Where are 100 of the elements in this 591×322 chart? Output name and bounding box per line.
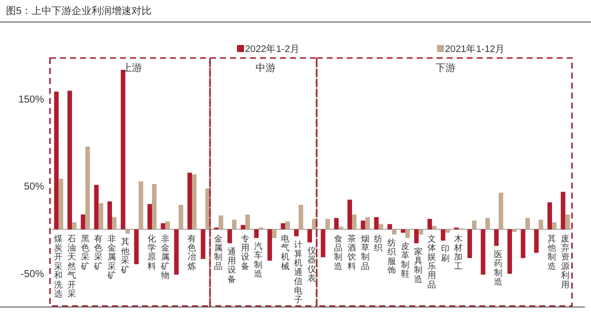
bar <box>94 184 99 230</box>
bar <box>245 214 250 230</box>
bar <box>472 220 477 230</box>
x-tick-label: 印刷 <box>440 244 450 263</box>
bar <box>58 178 64 230</box>
bar <box>294 229 299 236</box>
bar <box>365 217 370 230</box>
annotation: 上游 <box>122 62 142 74</box>
y-tick-label: -50% <box>20 268 44 280</box>
bar <box>160 223 166 230</box>
bar <box>400 229 406 233</box>
x-tick-label: 电气机械 <box>280 233 290 271</box>
bar <box>272 229 277 238</box>
bar <box>392 229 397 235</box>
x-tick-label: 茶酒饮料 <box>346 233 356 271</box>
bar <box>547 202 552 230</box>
x-tick-label: 木材加工 <box>453 233 464 271</box>
bar <box>178 204 184 230</box>
bar <box>227 229 232 244</box>
x-tick-label: 金属制品 <box>214 233 224 271</box>
x-tick-label: 其他采矿 <box>120 236 130 274</box>
bar <box>67 90 72 230</box>
bar <box>560 192 566 230</box>
bar <box>325 218 330 230</box>
x-tick-label: 有色冶炼 <box>188 233 196 271</box>
x-tick-label: 食品制造 <box>334 233 344 271</box>
bar <box>414 229 419 244</box>
x-tick-label: 专用设备 <box>240 233 250 271</box>
bar <box>520 229 526 258</box>
bar <box>187 172 192 230</box>
bar <box>480 229 486 275</box>
bar <box>80 214 86 230</box>
bar <box>320 229 326 258</box>
bar <box>285 221 290 230</box>
x-tick-label: 纺织 <box>374 233 384 253</box>
bar <box>494 229 499 246</box>
bar <box>138 181 144 230</box>
x-tick-label: 计算机通信电子 <box>294 239 304 304</box>
bar <box>85 146 90 230</box>
x-tick-label: 黑色采矿 <box>80 233 90 271</box>
bar <box>120 70 126 230</box>
y-tick-label: 50% <box>24 182 44 193</box>
bar <box>218 215 224 230</box>
x-tick-label: 其他制造 <box>548 233 556 271</box>
bar <box>254 229 259 238</box>
bar <box>174 229 179 275</box>
bar <box>507 229 512 274</box>
bar <box>440 229 446 241</box>
bar <box>125 229 130 234</box>
x-tick-label: 有色采矿 <box>93 233 104 271</box>
x-tick-label: 汽车制造 <box>254 241 264 279</box>
x-tick-label: 非金属采矿 <box>106 233 116 280</box>
bar <box>360 220 366 230</box>
bar <box>200 229 206 259</box>
bar <box>405 229 410 238</box>
y-tick-label: 150% <box>18 94 44 106</box>
bar <box>347 200 352 230</box>
x-tick-label: 废弃资源利用 <box>560 233 570 290</box>
bar <box>307 229 312 242</box>
bar <box>387 224 392 230</box>
bar <box>538 220 544 230</box>
bar <box>467 229 472 258</box>
bar <box>134 229 139 264</box>
x-tick-label: 纺织服饰 <box>386 238 396 276</box>
x-tick-label: 仪器仪表 <box>308 245 316 283</box>
x-tick-label: 家具制造 <box>414 246 424 284</box>
bar <box>280 223 286 230</box>
bar <box>552 222 557 230</box>
annotation: 中游 <box>255 62 276 74</box>
bar <box>445 229 450 233</box>
x-tick-label: 通用设备 <box>228 246 236 284</box>
bar <box>525 218 530 230</box>
bar <box>147 204 152 230</box>
bar <box>534 229 539 253</box>
bar <box>512 229 517 232</box>
bar <box>338 226 344 230</box>
bar <box>334 218 339 230</box>
bar <box>485 218 490 230</box>
bar <box>152 184 157 230</box>
legend-label: 2022年1-2月 <box>245 43 300 55</box>
x-tick-label: 烟草制品 <box>360 233 370 271</box>
bar <box>498 192 504 230</box>
chart-title: 图5：上中下游企业利润增速对比 <box>6 5 152 17</box>
bar <box>267 229 272 261</box>
bar <box>378 224 384 230</box>
bar <box>418 229 424 235</box>
legend-label: 2021年1-12月 <box>445 43 506 55</box>
bar <box>165 221 170 230</box>
x-tick-label: 石油天然气开采 <box>68 233 76 299</box>
bar <box>432 226 437 230</box>
bar <box>72 222 77 230</box>
bar <box>192 174 197 230</box>
bar <box>54 92 59 230</box>
bar <box>565 214 570 230</box>
bar <box>427 218 432 230</box>
bar <box>352 214 357 230</box>
bar <box>374 217 379 230</box>
bar <box>240 224 246 230</box>
x-tick-label: 化学原料 <box>148 233 156 271</box>
bar <box>98 203 104 230</box>
